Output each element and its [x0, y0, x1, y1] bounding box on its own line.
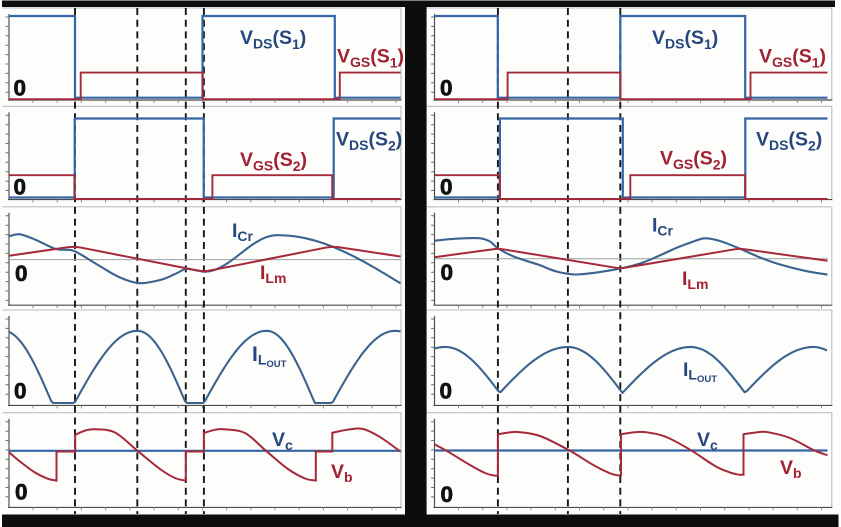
svg-text:0: 0 — [441, 482, 454, 507]
svg-text:0: 0 — [440, 379, 453, 404]
svg-text:0: 0 — [15, 480, 28, 505]
svg-text:0: 0 — [441, 260, 454, 285]
svg-text:0: 0 — [15, 261, 28, 286]
svg-text:0: 0 — [14, 175, 27, 200]
svg-text:VGS(S1): VGS(S1) — [759, 45, 826, 70]
svg-text:0: 0 — [440, 175, 453, 200]
svg-text:VGS(S2): VGS(S2) — [240, 149, 307, 174]
svg-text:0: 0 — [14, 76, 27, 101]
svg-text:0: 0 — [440, 76, 453, 101]
svg-text:0: 0 — [14, 379, 27, 404]
